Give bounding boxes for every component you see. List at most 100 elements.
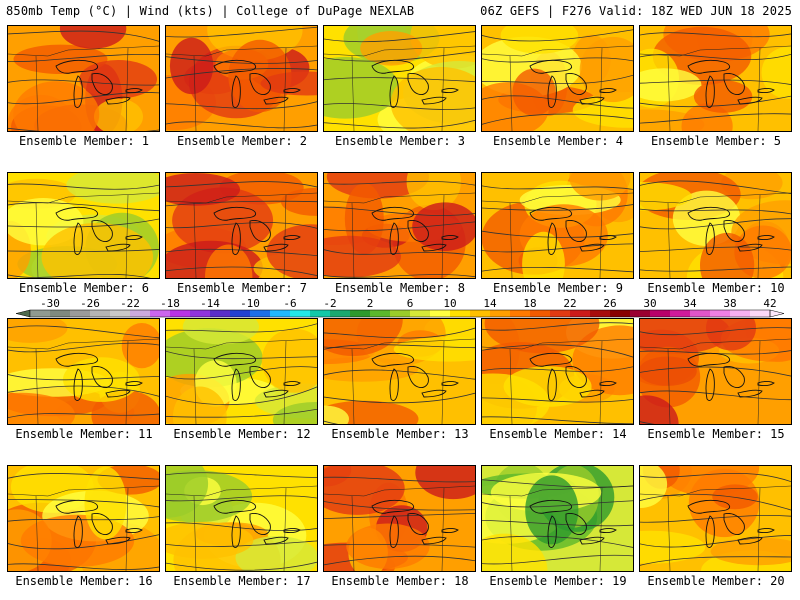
colorbar-tick-label: 42 <box>763 297 776 310</box>
height-contour <box>8 374 159 381</box>
colorbar-swatch <box>110 310 131 317</box>
height-contour <box>324 327 475 339</box>
temperature-shading <box>640 466 668 508</box>
colorbar-swatch <box>230 310 251 317</box>
height-contour <box>640 180 791 194</box>
temperature-map <box>8 466 159 571</box>
temperature-shading <box>94 98 143 131</box>
height-contour <box>166 101 317 110</box>
great-lakes-outline <box>55 352 143 402</box>
ensemble-map-panel <box>639 465 792 572</box>
ensemble-map-panel <box>7 465 160 572</box>
ensemble-member-label: Ensemble Member: 5 <box>650 134 782 148</box>
height-contour <box>324 274 475 278</box>
temperature-shading <box>172 386 227 424</box>
ensemble-map-panel <box>639 172 792 279</box>
height-contour <box>166 522 317 532</box>
height-contour <box>8 30 159 42</box>
height-contour <box>324 31 475 43</box>
ensemble-map-panel <box>323 25 476 132</box>
temperature-shading <box>324 319 403 357</box>
temperature-shading <box>412 202 475 251</box>
temperature-map <box>8 319 159 424</box>
ensemble-member-label: Ensemble Member: 17 <box>173 574 311 588</box>
height-contour <box>324 420 339 424</box>
temperature-shading <box>640 68 702 102</box>
temperature-shading <box>393 336 475 362</box>
temperature-shading <box>693 80 753 113</box>
great-lakes-outline <box>529 59 617 109</box>
height-contour <box>482 554 633 565</box>
great-lakes-outline <box>687 499 775 549</box>
temperature-shading <box>640 395 679 424</box>
height-contour <box>482 185 633 190</box>
colorbar-swatch <box>590 310 611 317</box>
temperature-shading <box>346 523 430 569</box>
colorbar-tick-label: -18 <box>160 297 180 310</box>
height-contour <box>482 204 633 211</box>
ensemble-map-panel <box>481 318 634 425</box>
colorbar-swatch <box>190 310 211 317</box>
great-lakes-outline <box>529 206 617 256</box>
height-contour <box>324 512 475 520</box>
height-contour <box>8 127 159 131</box>
height-contour <box>166 26 317 38</box>
ensemble-map-panel <box>165 318 318 425</box>
height-contour <box>482 322 633 331</box>
ensemble-member-label: Ensemble Member: 6 <box>18 281 150 295</box>
ensemble-member-label: Ensemble Member: 15 <box>647 427 785 441</box>
great-lakes-outline <box>371 59 459 109</box>
colorbar-swatch <box>150 310 171 317</box>
height-contour <box>324 476 475 483</box>
temperature-shading <box>572 325 633 396</box>
great-lakes-outline <box>371 206 459 256</box>
temperature-map <box>482 26 633 131</box>
run-valid-time: 06Z GEFS | F276 Valid: 18Z WED JUN 18 20… <box>480 4 792 18</box>
height-contour <box>8 534 159 550</box>
colorbar-tick-label: 14 <box>483 297 497 310</box>
temperature-shading <box>324 235 401 278</box>
height-contour <box>8 54 159 63</box>
colorbar-tick-label: -30 <box>40 297 60 310</box>
height-contour <box>640 472 791 483</box>
colorbar-swatch <box>690 310 711 317</box>
height-contour <box>640 515 791 523</box>
colorbar-tick-label: -22 <box>120 297 140 310</box>
temperature-shading <box>121 323 159 369</box>
height-contour <box>8 218 159 228</box>
height-contour <box>640 53 791 60</box>
temperature-shading <box>360 31 423 66</box>
ensemble-member-label: Ensemble Member: 3 <box>334 134 466 148</box>
colorbar-tick-label: 22 <box>563 297 576 310</box>
height-contour <box>640 421 655 424</box>
colorbar-swatch <box>510 310 531 317</box>
temperature-shading <box>8 392 75 424</box>
temperature-shading <box>166 173 240 206</box>
great-lakes-outline <box>687 352 775 402</box>
temperature-map <box>640 319 791 424</box>
temperature-map <box>166 26 317 131</box>
temperature-shading <box>700 232 755 278</box>
colorbar-swatch <box>710 310 731 317</box>
temperature-map <box>8 26 159 131</box>
temperature-map <box>324 319 475 424</box>
colorbar-swatch <box>490 310 511 317</box>
colorbar-swatch <box>210 310 231 317</box>
colorbar-tick-label: 6 <box>407 297 414 310</box>
height-contour <box>8 385 159 397</box>
ensemble-member-label: Ensemble Member: 1 <box>18 134 150 148</box>
height-contour <box>482 113 633 125</box>
temperature-map <box>324 466 475 571</box>
colorbar-swatch <box>350 310 371 317</box>
great-lakes-outline <box>529 499 617 549</box>
height-contour <box>8 248 159 252</box>
colorbar-swatch <box>630 310 651 317</box>
height-contour <box>166 350 317 360</box>
height-contour <box>482 74 633 84</box>
colorbar-swatch <box>70 310 91 317</box>
temperature-map <box>640 173 791 278</box>
height-contour <box>324 543 475 548</box>
height-contour <box>166 248 317 256</box>
height-contour <box>640 327 791 336</box>
great-lakes-outline <box>371 499 459 549</box>
